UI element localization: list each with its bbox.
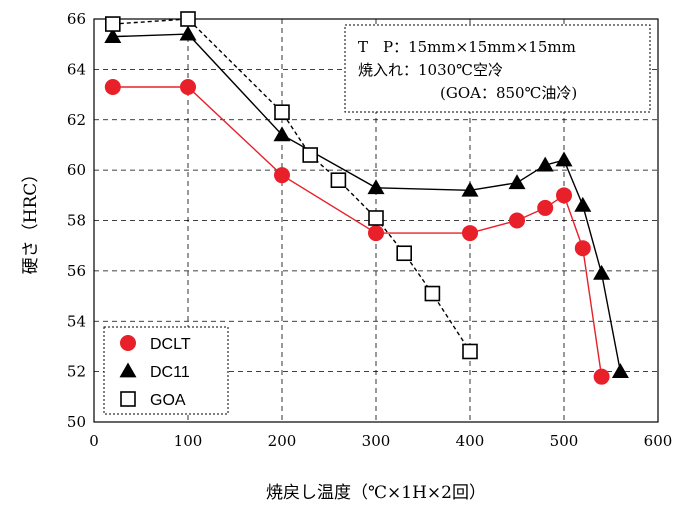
data-point (536, 156, 554, 172)
x-tick-label: 600 (644, 432, 673, 450)
data-point (180, 11, 196, 27)
y-tick-label: 54 (67, 312, 86, 330)
y-tick-label: 58 (67, 212, 86, 230)
series-line (112, 86, 603, 377)
data-point (302, 147, 319, 163)
annotation-line-3: (GOA：850℃油冷) (440, 84, 577, 102)
data-point (330, 172, 347, 188)
legend-label: DC11 (150, 364, 190, 381)
legend-label: DCLT (150, 336, 191, 353)
y-tick-label: 56 (67, 262, 86, 280)
y-axis-title: 硬さ（HRC） (21, 166, 41, 275)
legend-marker-GOA (120, 391, 136, 407)
series-DC11 (104, 25, 629, 378)
data-point (104, 79, 121, 96)
x-tick-label: 400 (456, 432, 485, 450)
series-GOA (105, 11, 478, 360)
legend-marker-DC11 (119, 362, 137, 378)
data-point (508, 174, 526, 190)
data-point (368, 225, 384, 242)
data-point (611, 363, 629, 378)
annotation-line-1: T P：15mm×15mm×15mm (358, 38, 576, 56)
x-tick-label: 200 (268, 432, 297, 450)
data-point (461, 181, 479, 197)
data-point (105, 16, 121, 32)
x-tick-label: 500 (550, 432, 579, 450)
data-point (368, 210, 384, 226)
tick-labels: 0 100 200 300 400 500 600 50 52 54 56 58 60 62 64 66 (67, 10, 672, 450)
data-point (396, 245, 413, 262)
data-point (179, 25, 197, 41)
data-point (462, 343, 478, 360)
data-point (556, 187, 572, 204)
data-point (180, 79, 196, 96)
y-tick-label: 62 (67, 111, 86, 129)
data-point (424, 285, 441, 302)
y-tick-label: 60 (67, 161, 86, 179)
data-point (367, 179, 385, 195)
data-point (574, 240, 591, 257)
y-tick-label: 64 (67, 60, 86, 78)
y-tick-label: 50 (67, 413, 86, 431)
x-tick-label: 0 (89, 432, 99, 450)
x-axis-title: 焼戻し温度（℃×1H×2回） (266, 483, 486, 503)
data-point (274, 167, 290, 184)
data-point (509, 212, 525, 229)
data-point (462, 225, 478, 242)
series-layer (104, 11, 629, 385)
data-point (574, 196, 592, 212)
y-tick-label: 52 (67, 363, 86, 381)
data-point (537, 199, 554, 216)
x-tick-label: 100 (174, 432, 203, 450)
data-point (104, 28, 122, 44)
data-point (593, 368, 610, 385)
series-DCLT (104, 79, 610, 385)
data-point (274, 104, 290, 120)
plot-frame (93, 18, 659, 423)
legend-label: GOA (150, 392, 186, 409)
data-point (273, 126, 291, 142)
annotation-box: T P：15mm×15mm×15mm 焼入れ：1030℃空冷 (GOA：850℃… (344, 24, 651, 113)
data-point (593, 264, 611, 280)
legend-marker-DCLT (120, 335, 136, 351)
legend: DCLT DC11 GOA (103, 326, 229, 415)
y-tick-label: 66 (67, 10, 86, 28)
x-tick-label: 300 (362, 432, 391, 450)
annotation-line-2: 焼入れ：1030℃空冷 (358, 61, 503, 79)
data-point (555, 151, 573, 167)
